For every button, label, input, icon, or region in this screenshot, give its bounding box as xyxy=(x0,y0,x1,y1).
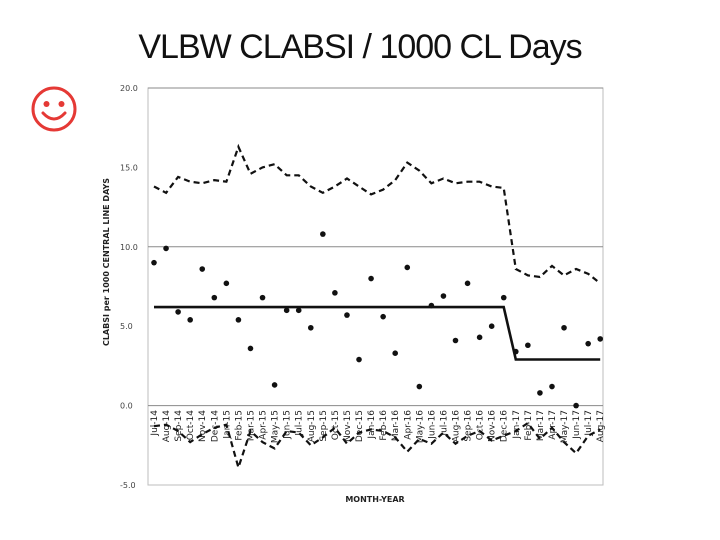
data-point xyxy=(392,350,399,356)
data-point xyxy=(199,266,206,272)
x-tick-label: Nov-15 xyxy=(343,410,353,442)
data-point xyxy=(344,312,350,318)
data-point xyxy=(597,336,604,342)
data-point xyxy=(368,275,374,282)
data-point xyxy=(163,245,169,252)
gridlines xyxy=(148,87,603,407)
x-tick-label: Jan-17 xyxy=(512,410,522,440)
y-tick-label: 0.0 xyxy=(120,402,133,411)
smiley-face-right-eye xyxy=(58,101,65,107)
data-point xyxy=(525,342,531,349)
data-point xyxy=(187,317,193,323)
smiley-face-mouth xyxy=(41,111,67,121)
x-tick-label: Sep-16 xyxy=(464,410,474,442)
x-tick-label: Jul-16 xyxy=(439,410,449,437)
data-point xyxy=(488,323,495,330)
x-tick-label: Feb-17 xyxy=(524,410,534,441)
data-point xyxy=(476,334,483,341)
y-axis-ticks: -5.0 0.0 5.0 10.0 15.0 20.0 xyxy=(120,84,138,490)
data-point xyxy=(561,324,567,331)
data-point xyxy=(259,294,266,301)
x-tick-label: Apr-16 xyxy=(403,410,413,440)
data-point xyxy=(452,337,459,344)
x-tick-label: Jun-15 xyxy=(283,410,293,440)
x-tick-label: Aug-16 xyxy=(452,410,462,443)
x-tick-label: May-17 xyxy=(560,410,570,443)
data-point xyxy=(573,402,579,409)
x-tick-label: Aug-15 xyxy=(307,410,317,442)
data-point xyxy=(440,293,447,299)
data-point xyxy=(151,259,157,266)
data-point xyxy=(283,307,290,314)
x-tick-label: Oct-16 xyxy=(476,410,486,441)
series-layer xyxy=(151,143,604,472)
data-point xyxy=(416,383,423,390)
slide-title: VLBW CLABSI / 1000 CL Days xyxy=(138,28,582,66)
x-tick-label: Dec-16 xyxy=(500,410,510,442)
series-upper-limit-line xyxy=(153,143,601,285)
smiley-face-icon xyxy=(31,86,77,132)
x-tick-label: Sep-14 xyxy=(174,410,184,442)
x-tick-label: Oct-14 xyxy=(186,410,196,441)
x-tick-label: Sep-15 xyxy=(319,410,329,442)
data-point xyxy=(332,290,338,296)
x-tick-label: Mar-17 xyxy=(536,410,546,441)
x-tick-label: Apr-15 xyxy=(259,410,269,440)
x-tick-label: May-15 xyxy=(271,410,281,443)
x-tick-label: Dec-15 xyxy=(355,410,365,442)
data-point xyxy=(464,280,471,287)
y-axis-label: CLABSI per 1000 CENTRAL LINE DAYS xyxy=(102,178,111,346)
x-tick-label: Mar-15 xyxy=(246,410,256,441)
x-tick-label: Jul-17 xyxy=(584,410,594,437)
data-point xyxy=(175,309,181,315)
data-point xyxy=(549,383,555,390)
data-point xyxy=(235,317,242,323)
x-tick-label: Nov-16 xyxy=(488,410,498,442)
data-point xyxy=(320,231,326,237)
x-tick-label: Nov-14 xyxy=(198,410,208,442)
y-tick-label: 15.0 xyxy=(120,163,138,172)
x-tick-label: May-16 xyxy=(415,410,425,443)
data-point xyxy=(380,313,386,320)
x-tick-label: Aug-17 xyxy=(596,410,606,442)
data-point xyxy=(247,345,254,352)
x-tick-label: Feb-16 xyxy=(379,410,389,441)
series-lower-limit-line xyxy=(153,421,601,472)
x-tick-label: Apr-17 xyxy=(548,410,558,440)
y-tick-label: 10.0 xyxy=(120,243,138,252)
series-mean-line xyxy=(154,305,601,361)
x-tick-label: Feb-15 xyxy=(234,410,244,441)
y-tick-label: -5.0 xyxy=(120,481,136,490)
x-tick-label: Jun-17 xyxy=(572,410,582,440)
data-point xyxy=(356,356,362,363)
smiley-face-left-eye xyxy=(43,101,50,107)
series-markers xyxy=(151,231,604,409)
x-tick-label: Oct-15 xyxy=(331,410,341,440)
smiley-face-outline xyxy=(31,86,77,132)
y-tick-label: 20.0 xyxy=(120,84,138,93)
y-tick-label: 5.0 xyxy=(120,322,133,331)
x-tick-label: Jul-15 xyxy=(295,410,305,437)
data-point xyxy=(223,280,230,287)
data-point xyxy=(211,294,218,301)
data-point xyxy=(585,340,591,347)
data-point xyxy=(500,294,507,301)
x-tick-label: Dec-14 xyxy=(210,410,220,442)
data-point xyxy=(307,324,314,331)
x-tick-label: Mar-16 xyxy=(391,410,401,441)
data-point xyxy=(404,264,411,271)
x-tick-label: Jan-16 xyxy=(367,410,377,440)
data-point xyxy=(271,382,278,388)
data-point xyxy=(295,307,302,314)
x-tick-label: Jun-16 xyxy=(427,410,437,440)
x-tick-label: Jul-14 xyxy=(150,410,160,437)
data-point xyxy=(537,390,543,396)
x-axis-label: MONTH-YEAR xyxy=(345,495,404,504)
